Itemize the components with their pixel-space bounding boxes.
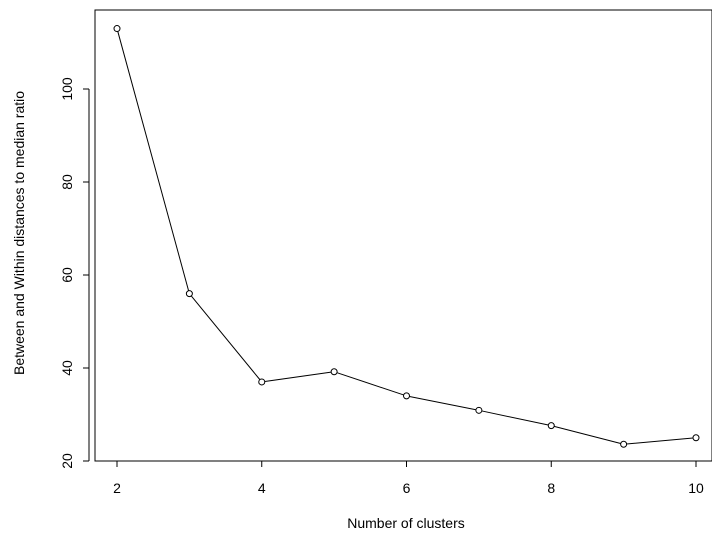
- y-tick-label: 60: [59, 267, 75, 283]
- y-tick-label: 80: [59, 174, 75, 190]
- y-axis-label: Between and Within distances to median r…: [11, 91, 27, 375]
- x-tick-label: 10: [688, 480, 704, 496]
- plot-frame: [94, 9, 712, 462]
- y-axis: 20 40 60 80 100: [59, 77, 90, 469]
- data-points: [113, 25, 700, 448]
- x-tick-label: 6: [403, 480, 411, 496]
- data-point: [330, 368, 338, 376]
- x-tick-label: 2: [113, 480, 121, 496]
- data-point: [258, 378, 266, 386]
- x-axis: 2 4 6 8 10: [113, 460, 704, 496]
- data-point: [547, 422, 555, 430]
- data-point: [113, 25, 121, 33]
- data-point: [692, 434, 700, 442]
- x-axis-label: Number of clusters: [347, 515, 464, 531]
- y-tick-label: 40: [59, 360, 75, 376]
- x-tick-label: 8: [547, 480, 555, 496]
- data-point: [403, 392, 410, 400]
- data-point: [185, 290, 193, 298]
- x-tick-label: 4: [258, 480, 266, 496]
- y-tick-label: 20: [59, 453, 75, 469]
- y-tick-label: 100: [59, 77, 75, 101]
- series-line: [117, 31, 694, 445]
- data-point: [620, 440, 628, 448]
- data-point: [475, 406, 483, 414]
